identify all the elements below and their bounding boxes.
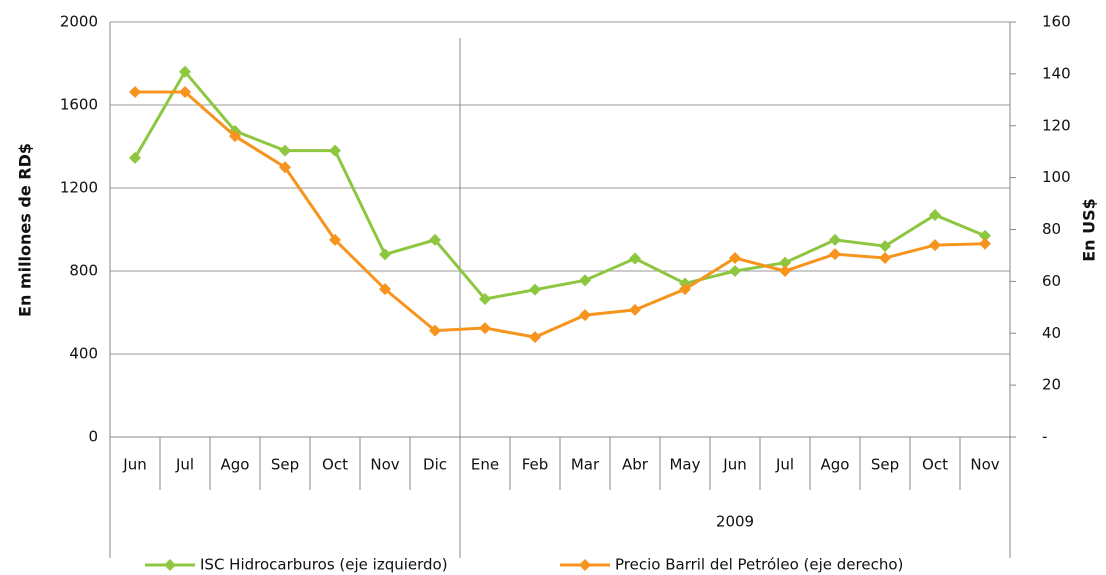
x-tick-label: Jun <box>122 456 146 474</box>
y2-tick-label: 140 <box>1042 64 1071 82</box>
y2-axis-title: En US$ <box>1080 198 1099 262</box>
x-tick-label: Oct <box>322 456 348 474</box>
point <box>179 65 191 78</box>
point <box>129 151 141 164</box>
point <box>829 248 841 261</box>
point <box>529 331 541 344</box>
x-tick-label: Sep <box>871 456 899 474</box>
y-tick-label: 400 <box>69 345 98 363</box>
y-tick-label: 0 <box>88 428 98 446</box>
point <box>729 265 741 277</box>
point <box>979 237 991 250</box>
point <box>629 252 641 265</box>
point <box>579 274 591 287</box>
point <box>579 309 591 322</box>
y2-tick-label: 100 <box>1042 168 1071 186</box>
point <box>329 233 341 246</box>
point <box>979 229 991 242</box>
point <box>929 239 941 252</box>
point <box>729 252 741 265</box>
y2-tick-label: - <box>1042 428 1047 446</box>
x-tick-label: Ene <box>471 456 499 474</box>
point <box>879 252 891 265</box>
point <box>479 322 491 335</box>
point <box>129 86 141 99</box>
point <box>279 144 291 157</box>
x-tick-label: Sep <box>271 456 299 474</box>
y2-tick-label: 80 <box>1042 220 1061 238</box>
x-tick-label: Nov <box>970 456 999 474</box>
point <box>779 256 791 269</box>
point <box>379 248 391 261</box>
legend-label: Precio Barril del Petróleo (eje derecho) <box>615 556 903 574</box>
legend-label: ISC Hidrocarburos (eje izquierdo) <box>200 556 448 574</box>
y-axis-title: En millones de RD$ <box>16 143 35 317</box>
point <box>929 208 941 221</box>
y2-tick-label: 160 <box>1042 13 1071 31</box>
group-label: 2009 <box>716 513 754 531</box>
y2-tick-label: 20 <box>1042 376 1061 394</box>
point <box>779 265 791 277</box>
legend-marker <box>579 559 591 571</box>
point <box>429 233 441 246</box>
y-tick-label: 1600 <box>60 96 98 114</box>
point <box>229 130 241 143</box>
series-line <box>135 90 986 339</box>
x-tick-label: May <box>669 456 700 474</box>
y-tick-label: 1200 <box>60 179 98 197</box>
y-tick-label: 800 <box>69 262 98 280</box>
point <box>379 283 391 296</box>
point <box>679 283 691 296</box>
point <box>829 233 841 246</box>
x-tick-label: Nov <box>370 456 399 474</box>
x-tick-label: Ago <box>221 456 250 474</box>
point <box>179 86 191 99</box>
x-tick-label: Jul <box>775 456 794 474</box>
y-tick-label: 2000 <box>60 13 98 31</box>
point <box>429 324 441 337</box>
y2-tick-label: 60 <box>1042 272 1061 290</box>
x-tick-label: Dic <box>423 456 447 474</box>
series-line <box>133 69 986 301</box>
point <box>479 293 491 306</box>
x-tick-label: Ago <box>821 456 850 474</box>
point <box>279 161 291 174</box>
x-tick-label: Mar <box>571 456 600 474</box>
x-tick-label: Jul <box>175 456 194 474</box>
legend-marker <box>164 559 176 571</box>
x-tick-label: Abr <box>622 456 649 474</box>
y2-tick-label: 40 <box>1042 324 1061 342</box>
x-tick-label: Feb <box>522 456 549 474</box>
point <box>879 240 891 253</box>
point <box>329 144 341 157</box>
point <box>629 303 641 316</box>
x-tick-label: Oct <box>922 456 948 474</box>
x-tick-label: Jun <box>722 456 746 474</box>
y2-tick-label: 120 <box>1042 116 1071 134</box>
point <box>529 283 541 296</box>
